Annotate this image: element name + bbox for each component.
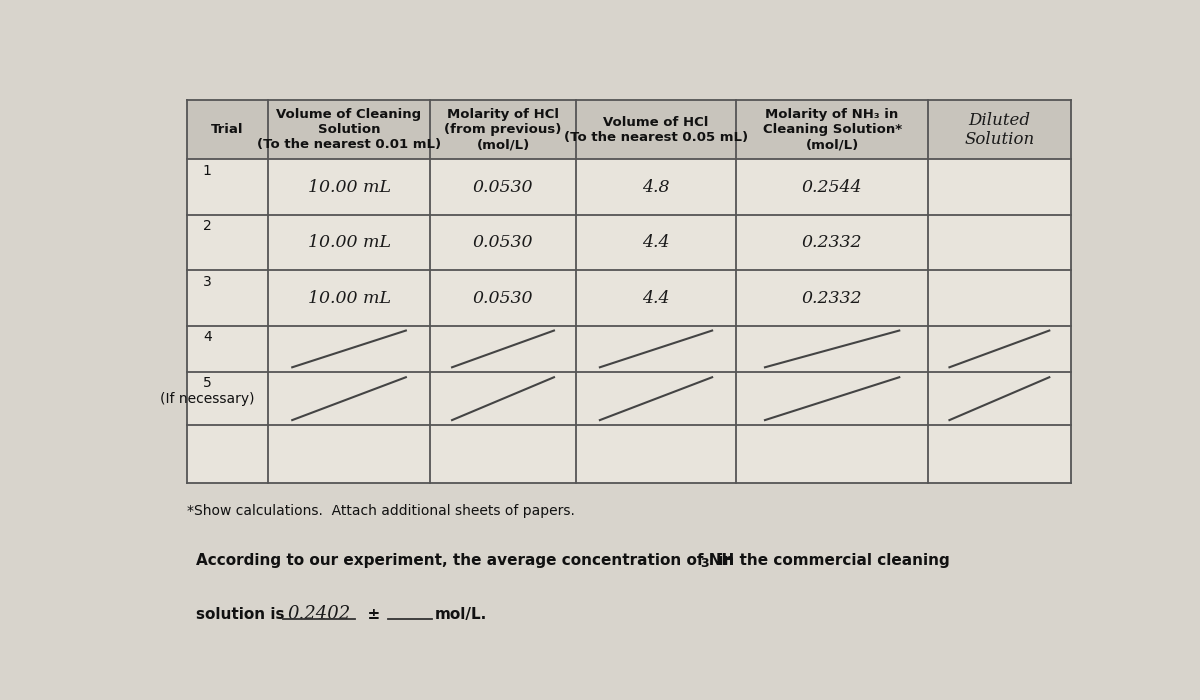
Text: in the commercial cleaning: in the commercial cleaning [713,553,949,568]
Text: Trial: Trial [211,123,244,136]
Text: 4.4: 4.4 [642,290,670,307]
Text: 5
(If necessary): 5 (If necessary) [160,376,254,407]
Text: 4.8: 4.8 [642,178,670,196]
Text: 0.0530: 0.0530 [473,178,533,196]
Text: 3: 3 [701,557,709,570]
Text: 0.2332: 0.2332 [802,290,863,307]
Text: ±: ± [358,607,380,622]
Text: According to our experiment, the average concentration of NH: According to our experiment, the average… [197,553,734,568]
Text: Volume of HCl
(To the nearest 0.05 mL): Volume of HCl (To the nearest 0.05 mL) [564,116,748,144]
Text: 4: 4 [203,330,211,344]
Text: Molarity of NH₃ in
Cleaning Solution*
(mol/L): Molarity of NH₃ in Cleaning Solution* (m… [762,108,901,151]
Text: 2: 2 [203,219,211,233]
Text: 3: 3 [203,275,211,289]
Text: 0.0530: 0.0530 [473,234,533,251]
Text: Molarity of HCl
(from previous)
(mol/L): Molarity of HCl (from previous) (mol/L) [444,108,562,151]
Text: 4.4: 4.4 [642,234,670,251]
Text: Volume of Cleaning
Solution
(To the nearest 0.01 mL): Volume of Cleaning Solution (To the near… [257,108,442,151]
Text: *Show calculations.  Attach additional sheets of papers.: *Show calculations. Attach additional sh… [187,505,575,519]
Text: solution is: solution is [197,607,286,622]
Text: 0.0530: 0.0530 [473,290,533,307]
Text: 0.2544: 0.2544 [802,178,863,196]
Text: 10.00 mL: 10.00 mL [307,178,390,196]
Text: 10.00 mL: 10.00 mL [307,290,390,307]
Text: mol/L.: mol/L. [434,607,487,622]
Text: 10.00 mL: 10.00 mL [307,234,390,251]
Text: Diluted
Solution: Diluted Solution [965,111,1034,148]
Text: 0.2332: 0.2332 [802,234,863,251]
Text: 0.2402: 0.2402 [288,606,350,623]
Text: 1: 1 [203,164,212,178]
